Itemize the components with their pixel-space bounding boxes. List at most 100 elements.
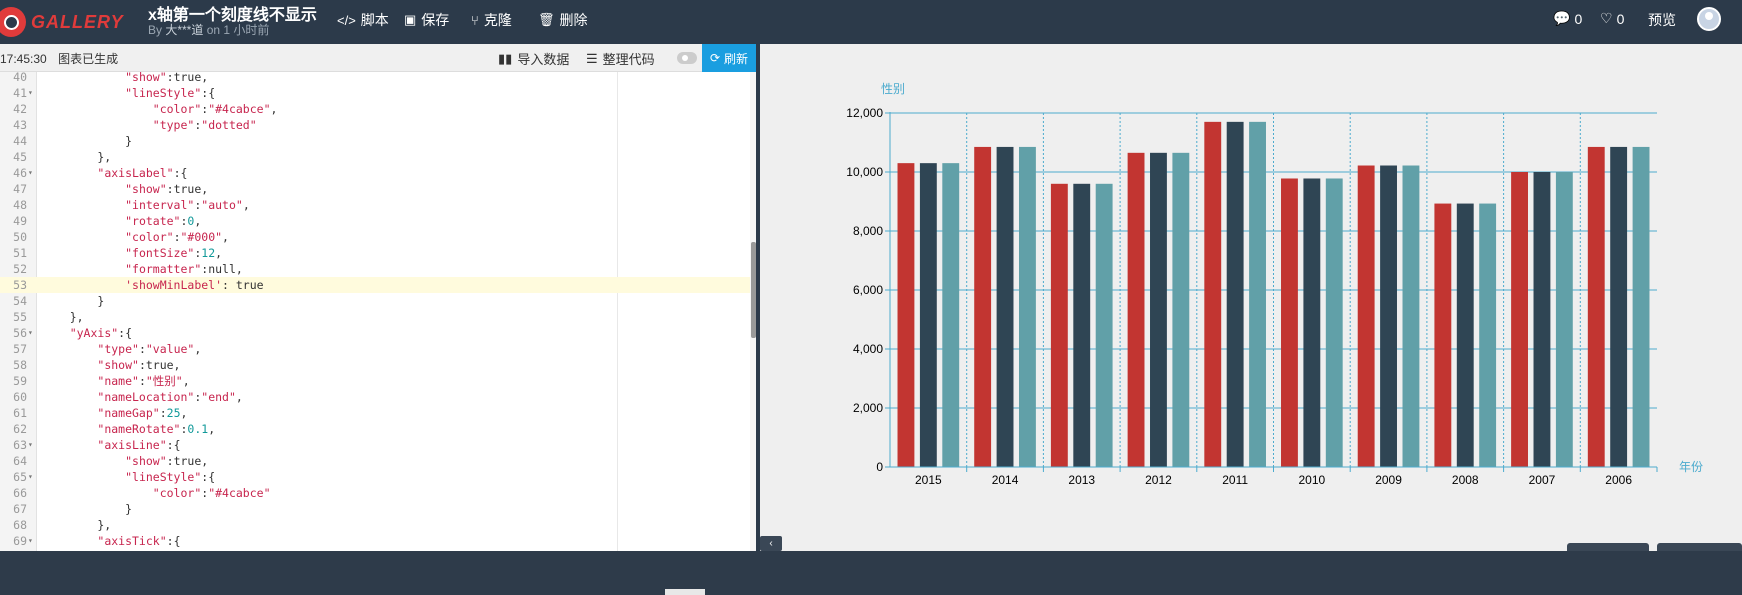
gallery-logo[interactable]: GALLERY [0, 5, 124, 39]
bar-chart: 0 2,000 4,000 6,000 8,000 10,000 12,000 2015 201… [846, 82, 1703, 487]
save-icon: ▣ [404, 12, 417, 27]
script-button[interactable]: </> 脚本 [337, 10, 389, 30]
save-label: 保存 [421, 12, 450, 28]
code-text: "axisLine":{ [97, 438, 181, 452]
code-text: }, [42, 518, 112, 532]
code-line[interactable]: 65 ▾ "lineStyle":{ [0, 469, 750, 485]
code-text: "show":true, [125, 454, 209, 468]
fold-arrow-icon[interactable]: ▾ [28, 536, 33, 545]
save-button[interactable]: ▣ 保存 [404, 10, 449, 30]
auto-refresh-toggle[interactable] [677, 52, 697, 64]
comments-count: 0 [1574, 10, 1583, 27]
code-text: }, [42, 310, 84, 324]
code-line[interactable]: 54 } [0, 293, 750, 309]
bar [996, 146, 1014, 468]
code-line[interactable]: 63 ▾ "axisLine":{ [0, 437, 750, 453]
line-number: 40 [13, 72, 27, 84]
comments-button[interactable]: 💬 0 [1553, 10, 1582, 27]
code-line[interactable]: 55 }, [0, 309, 750, 325]
code-text: "nameRotate":0.1, [97, 422, 216, 436]
code-line[interactable]: 68 }, [0, 517, 750, 533]
code-text: "show":true, [97, 358, 181, 372]
code-line[interactable]: 60 "nameLocation":"end", [0, 389, 750, 405]
like-button[interactable]: ♡ 0 [1600, 10, 1624, 27]
fold-arrow-icon[interactable]: ▾ [28, 168, 33, 177]
bar [1479, 203, 1497, 467]
fold-arrow-icon[interactable]: ▾ [28, 328, 33, 337]
bar [1073, 183, 1091, 468]
author-name[interactable]: 大***道 [165, 23, 204, 37]
code-text: "nameGap":25, [97, 406, 188, 420]
code-icon: </> [337, 12, 356, 28]
code-line[interactable]: 56 ▾ "yAxis":{ [0, 325, 750, 341]
code-line[interactable]: 48 "interval":"auto", [0, 197, 750, 213]
line-number: 43 [13, 118, 27, 132]
bottom-button-1[interactable] [1567, 543, 1649, 551]
line-number: 48 [13, 198, 27, 212]
pane-splitter[interactable] [756, 44, 760, 551]
code-line[interactable]: 44 } [0, 133, 750, 149]
code-line[interactable]: 51 "fontSize":12, [0, 245, 750, 261]
code-line[interactable]: 50 "color":"#000", [0, 229, 750, 245]
code-line[interactable]: 61 "nameGap":25, [0, 405, 750, 421]
code-line[interactable]: 67 } [0, 501, 750, 517]
author-prefix: By [148, 23, 166, 37]
user-avatar[interactable] [1697, 7, 1721, 31]
line-number: 54 [13, 294, 27, 308]
fold-arrow-icon[interactable]: ▾ [28, 472, 33, 481]
code-text: "lineStyle":{ [125, 86, 216, 100]
code-line[interactable]: 45 }, [0, 149, 750, 165]
code-text: "rotate":0, [125, 214, 202, 228]
delete-button[interactable]: 🗑 删除 [538, 10, 588, 30]
code-text: "name":"性别", [97, 374, 190, 388]
code-area[interactable]: 40 "show":true, 41 ▾ "lineStyle":{42 "colo… [0, 72, 750, 551]
editor-bottom-hint [665, 589, 705, 595]
y-tick-label: 8,000 [853, 224, 883, 238]
format-code-button[interactable]: ☰ 整理代码 [586, 49, 655, 68]
line-number: 69 [13, 534, 27, 548]
fork-icon: ⑂ [471, 12, 479, 28]
bottom-button-2[interactable] [1657, 543, 1742, 551]
bar [1402, 165, 1420, 467]
code-line[interactable]: 59 "name":"性别", [0, 373, 750, 389]
line-number: 57 [13, 342, 27, 356]
code-line[interactable]: 52 "formatter":null, [0, 261, 750, 277]
editor-scrollbar[interactable] [750, 72, 756, 551]
code-line[interactable]: 53 'showMinLabel': true [0, 277, 750, 293]
editor-scroll-thumb[interactable] [751, 242, 756, 338]
code-line[interactable]: 40 "show":true, [0, 72, 750, 85]
logo-text: GALLERY [31, 11, 124, 32]
code-line[interactable]: 49 "rotate":0, [0, 213, 750, 229]
line-number: 49 [13, 214, 27, 228]
line-number: 55 [13, 310, 27, 324]
code-line[interactable]: 41 ▾ "lineStyle":{ [0, 85, 750, 101]
fold-arrow-icon[interactable]: ▾ [28, 88, 33, 97]
refresh-button[interactable]: ⟳ 刷新 [702, 44, 756, 72]
code-line[interactable]: 46 ▾ "axisLabel":{ [0, 165, 750, 181]
bar [1050, 183, 1068, 468]
bar [1511, 172, 1528, 467]
bar [1150, 152, 1167, 467]
code-line[interactable]: 47 "show":true, [0, 181, 750, 197]
code-line[interactable]: 69 ▾ "axisTick":{ [0, 533, 750, 549]
code-line[interactable]: 42 "color":"#4cabce", [0, 101, 750, 117]
y-tick-label: 6,000 [853, 283, 883, 297]
code-line[interactable]: 64 "show":true, [0, 453, 750, 469]
collapse-button[interactable]: ‹ [760, 536, 782, 551]
code-line[interactable]: 66 "color":"#4cabce" [0, 485, 750, 501]
import-data-button[interactable]: ▮▮ 导入数据 [498, 49, 569, 68]
code-text: } [42, 134, 133, 148]
refresh-icon: ⟳ [709, 51, 721, 65]
line-number: 63 [13, 438, 27, 452]
code-line[interactable]: 43 "type":"dotted" [0, 117, 750, 133]
x-tick-label: 2008 [1452, 473, 1479, 487]
code-line[interactable]: 57 "type":"value", [0, 341, 750, 357]
clone-button[interactable]: ⑂ 克隆 [471, 10, 512, 30]
code-line[interactable]: 58 "show":true, [0, 357, 750, 373]
bar [974, 146, 992, 468]
code-line[interactable]: 62 "nameRotate":0.1, [0, 421, 750, 437]
preview-button[interactable]: 预览 [1648, 10, 1676, 30]
y-tick-label: 2,000 [853, 401, 883, 415]
trash-icon: 🗑 [538, 12, 555, 27]
fold-arrow-icon[interactable]: ▾ [28, 440, 33, 449]
